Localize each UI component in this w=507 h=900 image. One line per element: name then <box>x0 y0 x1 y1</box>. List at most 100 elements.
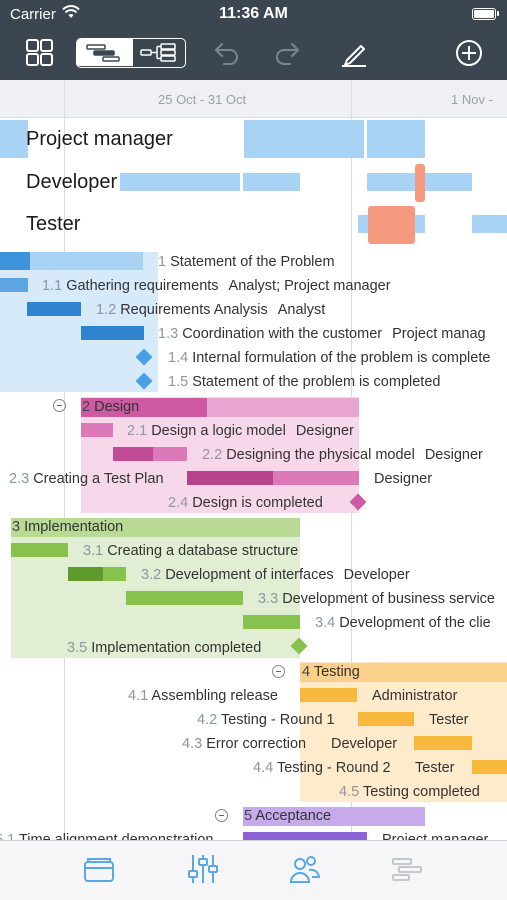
resource-bar[interactable] <box>415 215 425 233</box>
task-bar[interactable] <box>126 591 243 605</box>
task-bar[interactable] <box>300 663 507 682</box>
task-group-background <box>11 518 300 658</box>
resource-overload-bar[interactable] <box>368 206 415 244</box>
resource-view-segment[interactable] <box>132 39 185 66</box>
resource-bar[interactable] <box>472 215 507 233</box>
task-bar[interactable] <box>30 252 143 270</box>
task-bar[interactable] <box>472 760 507 774</box>
task-label[interactable]: 2.3 Creating a Test Plan <box>9 471 164 487</box>
task-bar[interactable] <box>243 807 425 826</box>
gantt-view-icon <box>86 44 120 62</box>
resource-bar[interactable] <box>0 120 28 158</box>
task-resource-label: Administrator <box>372 688 458 704</box>
task-label[interactable]: 2.2 Designing the physical model Designer <box>202 447 483 463</box>
resource-bar[interactable] <box>244 120 364 158</box>
task-label[interactable]: 5.1 Time alignment demonstration <box>0 832 214 840</box>
task-group-background <box>0 252 158 392</box>
task-resource-label: Developer <box>331 736 398 752</box>
task-resource-label: Designer <box>374 471 433 487</box>
add-icon[interactable] <box>452 38 486 68</box>
task-bar[interactable] <box>153 447 187 461</box>
task-label[interactable]: 4 Testing <box>302 664 360 680</box>
task-label[interactable]: 2.4 Design is completed <box>168 495 323 511</box>
task-label[interactable]: 3.2 Development of interfaces Developer <box>141 567 410 583</box>
task-label[interactable]: 3.5 Implementation completed <box>67 640 262 656</box>
grid-line <box>64 80 65 840</box>
projects-tab-icon[interactable] <box>82 852 116 886</box>
collapse-toggle-icon[interactable] <box>53 399 66 412</box>
edit-icon[interactable] <box>337 38 371 68</box>
battery-icon <box>472 8 496 20</box>
task-label[interactable]: 4.4 Testing - Round 2 <box>253 760 391 776</box>
task-bar[interactable] <box>0 252 30 270</box>
task-bar[interactable] <box>27 302 81 316</box>
task-bar[interactable] <box>243 832 367 840</box>
task-bar[interactable] <box>187 471 273 485</box>
task-bar[interactable] <box>103 567 126 581</box>
resource-bar[interactable] <box>367 173 415 191</box>
task-label[interactable]: 3.3 Development of business service <box>258 591 495 607</box>
task-bar[interactable] <box>81 326 144 340</box>
task-bar[interactable] <box>68 567 103 581</box>
resource-view-icon <box>140 43 176 62</box>
resource-bar[interactable] <box>425 173 472 191</box>
task-bar[interactable] <box>113 447 153 461</box>
task-label[interactable]: 3 Implementation <box>12 519 124 535</box>
resources-tab-icon[interactable] <box>288 852 322 886</box>
collapse-toggle-icon[interactable] <box>272 665 285 678</box>
timeline-week-label: 1 Nov - <box>451 92 493 107</box>
resource-label: Tester <box>26 213 81 235</box>
task-label[interactable]: 2.1 Design a logic model Designer <box>127 423 354 439</box>
grid-view-icon[interactable] <box>22 38 56 68</box>
gantt-tab-icon[interactable] <box>390 852 424 886</box>
task-bar[interactable] <box>81 423 113 437</box>
task-label[interactable]: 1.1 Gathering requirements Analyst; Proje… <box>42 278 391 294</box>
resource-overload-bar[interactable] <box>415 164 425 202</box>
task-label[interactable]: 5 Acceptance <box>244 808 332 824</box>
status-bar <box>0 0 507 30</box>
resource-bar[interactable] <box>120 173 240 191</box>
task-bar[interactable] <box>300 688 357 702</box>
task-resource-label: Project manager <box>382 832 489 840</box>
task-label[interactable]: 4.5 Testing completed <box>339 784 480 800</box>
task-bar[interactable] <box>273 471 359 485</box>
wifi-icon <box>62 5 80 18</box>
task-bar[interactable] <box>11 543 68 557</box>
task-bar[interactable] <box>358 712 414 726</box>
resource-label: Developer <box>26 171 118 193</box>
resource-bar[interactable] <box>358 215 368 233</box>
resource-bar[interactable] <box>367 120 425 158</box>
task-label[interactable]: 1 Statement of the Problem <box>158 254 335 270</box>
task-label[interactable]: 4.1 Assembling release <box>128 688 278 704</box>
task-label[interactable]: 1.4 Internal formulation of the problem … <box>168 350 491 366</box>
resource-label: Project manager <box>26 128 173 150</box>
settings-sliders-tab-icon[interactable] <box>186 852 220 886</box>
undo-icon[interactable] <box>208 38 242 68</box>
task-group-background <box>300 662 507 802</box>
task-label[interactable]: 3.4 Development of the clie <box>315 615 491 631</box>
task-label[interactable]: 1.5 Statement of the problem is complete… <box>168 374 441 390</box>
task-label[interactable]: 4.2 Testing - Round 1 <box>197 712 335 728</box>
task-bar[interactable] <box>0 278 28 292</box>
timeline-header <box>0 80 507 118</box>
task-bar[interactable] <box>11 518 300 537</box>
task-resource-label: Tester <box>415 760 455 776</box>
carrier-label: Carrier <box>10 6 56 23</box>
view-mode-segmented-control <box>76 38 186 68</box>
gantt-view-segment[interactable] <box>77 39 132 66</box>
task-bar[interactable] <box>414 736 472 750</box>
task-bar[interactable] <box>243 615 300 629</box>
task-label[interactable]: 4.3 Error correction <box>182 736 307 752</box>
task-bar[interactable] <box>81 398 207 417</box>
task-label[interactable]: 2 Design <box>82 399 140 415</box>
clock: 11:36 AM <box>219 5 288 22</box>
timeline-week-label: 25 Oct - 31 Oct <box>158 92 247 107</box>
resource-bar[interactable] <box>243 173 300 191</box>
task-bar[interactable] <box>207 398 359 417</box>
task-label[interactable]: 3.1 Creating a database structure <box>83 543 299 559</box>
task-resource-label: Tester <box>429 712 469 728</box>
collapse-toggle-icon[interactable] <box>215 809 228 822</box>
task-label[interactable]: 1.2 Requirements Analysis Analyst <box>96 302 326 318</box>
redo-icon[interactable] <box>272 38 306 68</box>
task-label[interactable]: 1.3 Coordination with the customer Projec… <box>158 326 486 342</box>
